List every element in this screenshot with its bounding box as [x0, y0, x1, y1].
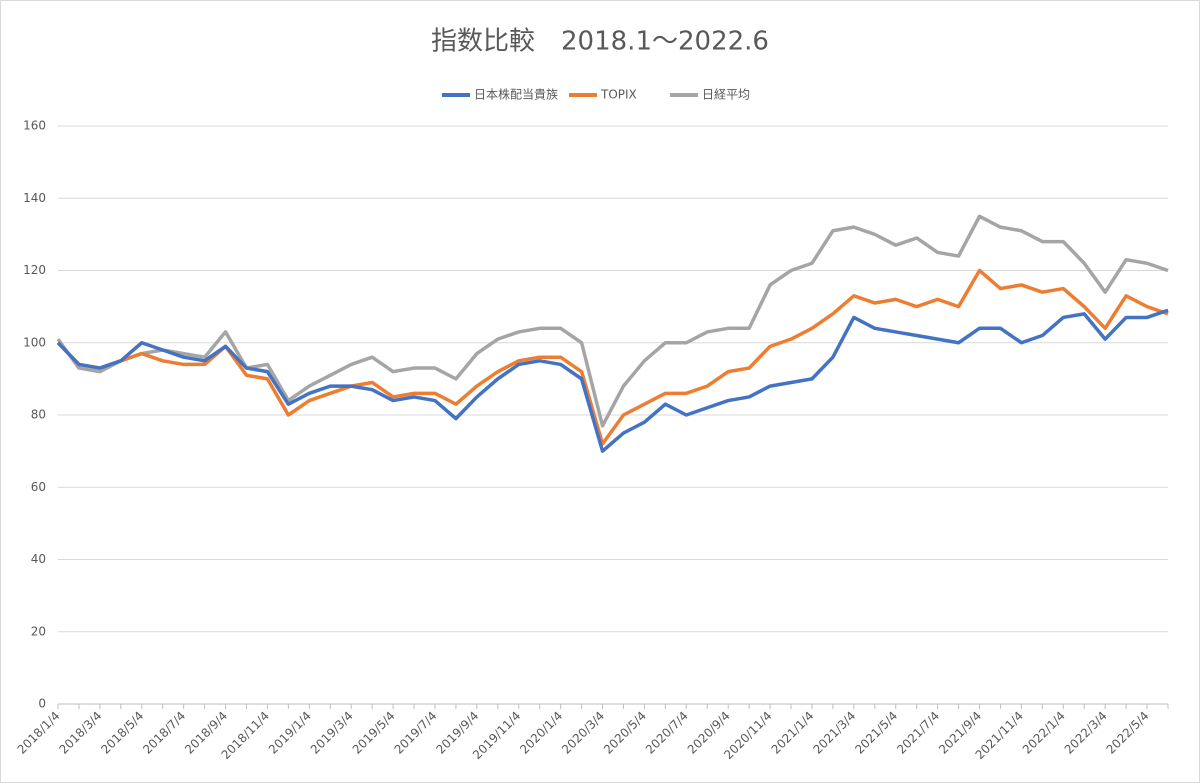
y-tick-label: 120: [23, 263, 46, 277]
series-line: [56, 268, 1169, 446]
legend-label: TOPIX: [600, 88, 637, 102]
y-tick-label: 140: [23, 191, 46, 205]
series-line: [56, 308, 1169, 453]
y-tick-label: 100: [23, 335, 46, 349]
legend-label: 日経平均: [702, 88, 750, 102]
y-tick-label: 160: [23, 119, 46, 133]
y-tick-label: 60: [31, 480, 46, 494]
legend-label: 日本株配当貴族: [474, 87, 558, 102]
y-tick-label: 80: [31, 408, 46, 422]
y-tick-label: 40: [31, 552, 46, 566]
y-tick-label: 0: [38, 697, 46, 711]
legend: 日本株配当貴族 TOPIX 日経平均: [442, 87, 750, 102]
chart-title: 指数比較 2018.1～2022.6: [431, 27, 769, 57]
y-tick-label: 20: [31, 624, 46, 638]
